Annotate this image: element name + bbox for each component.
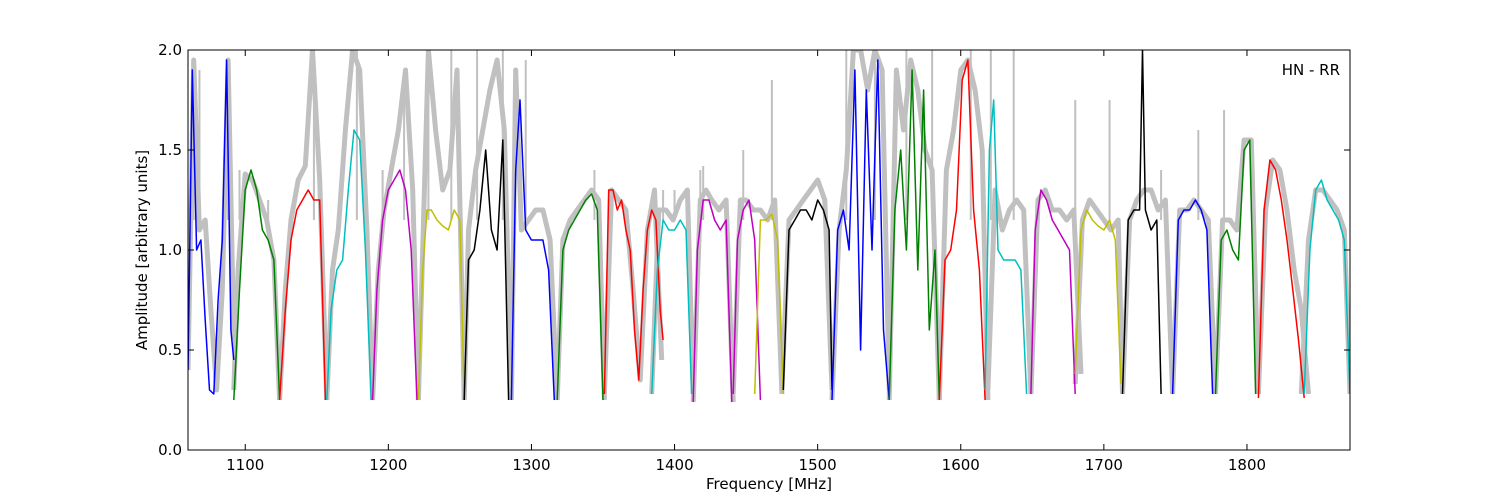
- series-line-17: [938, 59, 986, 401]
- reference-segment-10: [649, 187, 696, 395]
- reference-segment-19: [1072, 197, 1125, 395]
- series-line-24: [1257, 159, 1305, 399]
- series-line-1: [233, 169, 281, 401]
- series-line-23: [1214, 139, 1257, 395]
- series-line-0: [188, 59, 235, 395]
- series-line-4: [371, 169, 418, 401]
- series-line-14: [782, 199, 833, 391]
- x-tick-label: 1500: [799, 456, 837, 474]
- reference-segment-16: [936, 57, 991, 401]
- y-tick-label: 1.0: [158, 241, 182, 259]
- y-tick-label: 0.0: [158, 441, 182, 459]
- series-line-19: [1030, 189, 1076, 395]
- series-line-13: [753, 213, 785, 395]
- series-line-10: [650, 219, 693, 395]
- reference-segment-0: [188, 57, 237, 393]
- y-tick-label: 2.0: [158, 41, 182, 59]
- series-line-5: [417, 209, 465, 401]
- y-axis-label: Amplitude [arbitrary units]: [133, 150, 151, 350]
- series-line-9: [603, 189, 664, 395]
- reference-segment-5: [415, 50, 467, 401]
- reference-segment-7: [508, 67, 560, 401]
- series-line-8: [556, 193, 604, 401]
- series-lines: [188, 50, 1350, 403]
- series-line-2: [278, 189, 327, 401]
- x-tick-label: 1200: [369, 456, 407, 474]
- x-tick-label: 1800: [1228, 456, 1266, 474]
- x-tick-label: 1300: [512, 456, 550, 474]
- reference-segment-13: [779, 177, 835, 391]
- y-tick-label: 1.5: [158, 141, 182, 159]
- reference-segment-23: [1255, 157, 1311, 395]
- series-line-15: [831, 59, 890, 401]
- series-line-12: [732, 199, 762, 401]
- x-axis-label: Frequency [MHz]: [706, 475, 832, 493]
- axis-ticks: 1100 1200 1300 1400 1500 1600 1700 1800 0.0 0.5 1.…: [158, 41, 1350, 474]
- reference-segment-2: [277, 50, 330, 401]
- reference-segment-17: [985, 187, 1034, 395]
- reference-segment-12: [730, 197, 785, 395]
- annotation-label: HN - RR: [1282, 61, 1340, 79]
- series-line-3: [326, 129, 372, 401]
- reference-segment-22: [1213, 137, 1261, 395]
- y-tick-label: 0.5: [158, 341, 182, 359]
- x-tick-label: 1400: [655, 456, 693, 474]
- series-line-16: [888, 69, 941, 401]
- reference-segment-3: [324, 50, 376, 401]
- reference-segment-8: [554, 187, 607, 401]
- series-line-11: [692, 199, 733, 403]
- series-line-6: [463, 139, 510, 401]
- series-line-21: [1121, 50, 1162, 395]
- series-line-20: [1074, 209, 1122, 385]
- x-tick-label: 1700: [1085, 456, 1123, 474]
- series-line-18: [984, 99, 1028, 395]
- reference-segment-15: [886, 57, 942, 401]
- series-line-7: [510, 99, 556, 401]
- reference-segment-21: [1170, 197, 1218, 395]
- reference-segment-14: [829, 50, 892, 401]
- series-line-25: [1303, 179, 1350, 395]
- x-tick-label: 1600: [942, 456, 980, 474]
- series-line-22: [1171, 199, 1214, 395]
- x-tick-label: 1100: [226, 456, 264, 474]
